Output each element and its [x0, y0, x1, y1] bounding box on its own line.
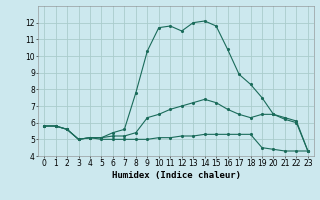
- X-axis label: Humidex (Indice chaleur): Humidex (Indice chaleur): [111, 171, 241, 180]
